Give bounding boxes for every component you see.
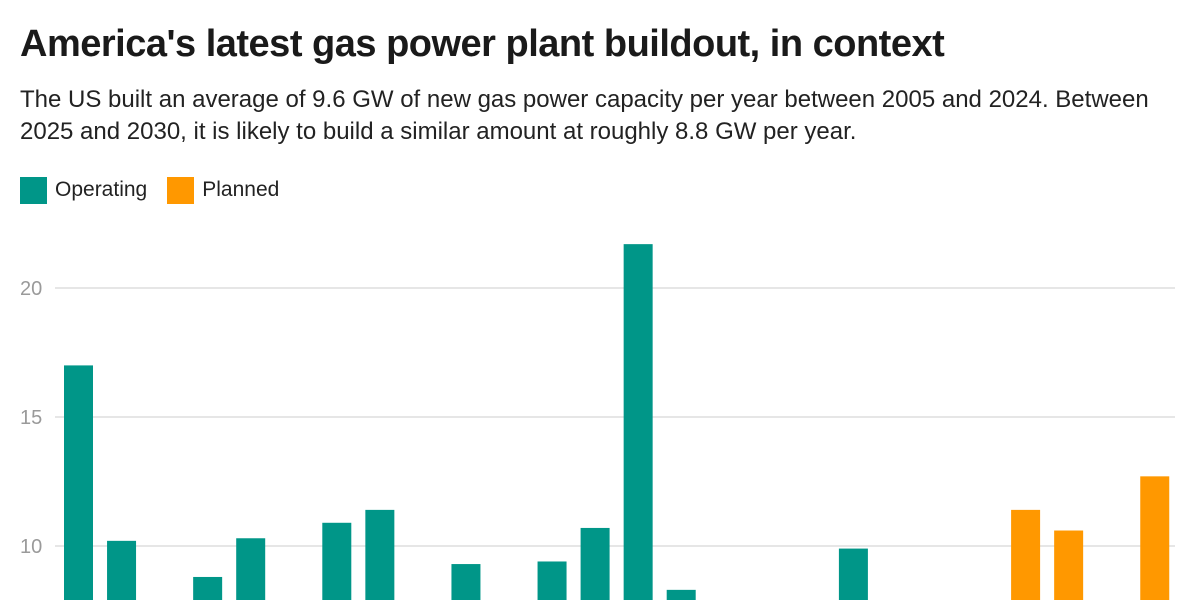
bar-operating-2012 — [365, 509, 395, 600]
bar-operating-2005 — [64, 365, 93, 600]
legend-item-operating: Operating — [20, 176, 148, 204]
bar-operating-2023 — [838, 548, 868, 600]
bar-operating-2006 — [107, 540, 137, 600]
bar-operating-2019 — [666, 589, 696, 600]
bar-operating-2011 — [322, 522, 352, 600]
bar-planned-2027 — [1011, 509, 1041, 600]
legend-swatch-operating — [20, 176, 47, 204]
bar-operating-2008 — [193, 576, 223, 600]
legend-label-operating: Operating — [55, 178, 148, 201]
bar-operating-2018 — [623, 244, 653, 600]
legend: Operating Planned — [20, 176, 299, 204]
chart-title: America's latest gas power plant buildou… — [20, 23, 945, 65]
chart-subtitle: The US built an average of 9.6 GW of new… — [20, 86, 1149, 145]
legend-label-planned: Planned — [202, 178, 280, 201]
bar-operating-2016 — [537, 561, 567, 600]
bar-operating-2017 — [580, 527, 610, 600]
legend-item-planned: Planned — [167, 176, 280, 204]
bar-operating-2009 — [236, 538, 266, 600]
y-tick-label-10: 10 — [20, 536, 42, 558]
legend-swatch-planned — [167, 176, 195, 204]
bar-planned-2028 — [1054, 530, 1084, 600]
y-tick-label-20: 20 — [20, 278, 42, 300]
bar-planned-2030 — [1140, 476, 1170, 600]
bar-operating-2014 — [451, 564, 481, 600]
y-tick-label-15: 15 — [20, 407, 42, 429]
